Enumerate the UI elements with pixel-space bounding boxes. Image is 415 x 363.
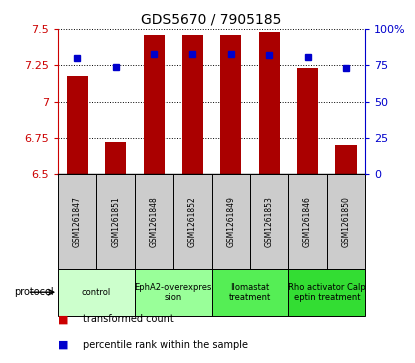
Text: ■: ■ <box>58 340 68 350</box>
Bar <box>327 174 365 269</box>
Text: GSM1261849: GSM1261849 <box>226 196 235 247</box>
Bar <box>58 269 135 316</box>
Bar <box>135 269 212 316</box>
Bar <box>173 174 212 269</box>
Bar <box>220 35 242 174</box>
Text: control: control <box>82 288 111 297</box>
Bar <box>288 269 365 316</box>
Text: GSM1261848: GSM1261848 <box>149 196 159 247</box>
Text: protocol: protocol <box>15 287 54 297</box>
Text: percentile rank within the sample: percentile rank within the sample <box>83 340 248 350</box>
Text: EphA2-overexpres
sion: EphA2-overexpres sion <box>134 282 212 302</box>
Bar <box>212 174 250 269</box>
Text: GSM1261846: GSM1261846 <box>303 196 312 247</box>
Text: GSM1261847: GSM1261847 <box>73 196 82 247</box>
Bar <box>105 142 126 174</box>
Text: transformed count: transformed count <box>83 314 174 325</box>
Bar <box>96 174 135 269</box>
Bar <box>144 35 165 174</box>
Text: GSM1261853: GSM1261853 <box>265 196 274 247</box>
Text: GSM1261852: GSM1261852 <box>188 196 197 247</box>
Text: ■: ■ <box>58 314 68 325</box>
Bar <box>58 174 96 269</box>
Bar <box>335 145 356 174</box>
Text: GSM1261850: GSM1261850 <box>342 196 351 247</box>
Text: GSM1261851: GSM1261851 <box>111 196 120 247</box>
Title: GDS5670 / 7905185: GDS5670 / 7905185 <box>142 12 282 26</box>
Bar <box>288 174 327 269</box>
Text: Rho activator Calp
eptin treatment: Rho activator Calp eptin treatment <box>288 282 366 302</box>
Bar <box>182 35 203 174</box>
Bar <box>67 76 88 174</box>
Bar <box>135 174 173 269</box>
Bar <box>259 32 280 174</box>
Bar <box>212 269 288 316</box>
Text: Ilomastat
treatment: Ilomastat treatment <box>229 282 271 302</box>
Bar <box>297 68 318 174</box>
Bar <box>250 174 288 269</box>
